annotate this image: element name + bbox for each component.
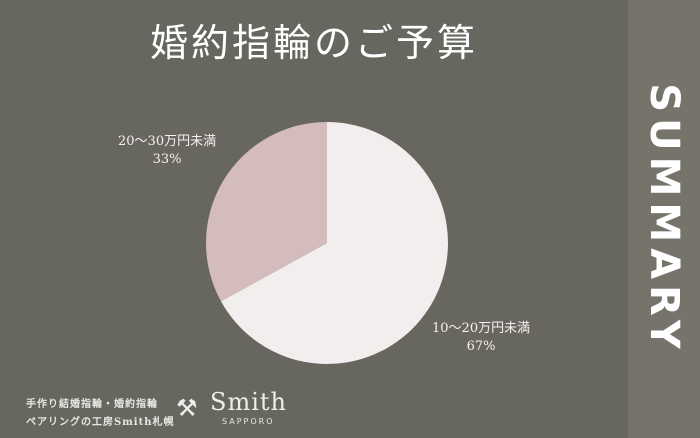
slice-category: 20〜30万円未満 — [118, 134, 217, 149]
slice-label-10-20: 10〜20万円未満 67% — [432, 320, 530, 356]
footer-text: 手作り結婚指輪・婚約指輪 ペアリングの工房Smith札幌 — [26, 396, 175, 432]
brand-name: Smith — [210, 388, 287, 416]
chart-title: 婚約指輪のご予算 — [149, 21, 478, 65]
pie-slice — [220, 122, 448, 364]
tools-logo-icon: ⚒ — [176, 394, 198, 422]
slice-value: 33% — [152, 152, 182, 167]
slice-category: 10〜20万円未満 — [432, 321, 531, 336]
brand-location: SAPPORO — [222, 417, 275, 426]
side-panel — [628, 0, 700, 438]
footer-line1: 手作り結婚指輪・婚約指輪 — [26, 399, 158, 410]
summary-label: SUMMARY — [641, 83, 687, 355]
pie-chart — [206, 122, 448, 364]
slice-label-20-30: 20〜30万円未満 33% — [118, 133, 216, 169]
slice-value: 67% — [466, 339, 496, 354]
footer-line2: ペアリングの工房Smith札幌 — [26, 417, 175, 428]
pie-slice — [206, 122, 327, 302]
